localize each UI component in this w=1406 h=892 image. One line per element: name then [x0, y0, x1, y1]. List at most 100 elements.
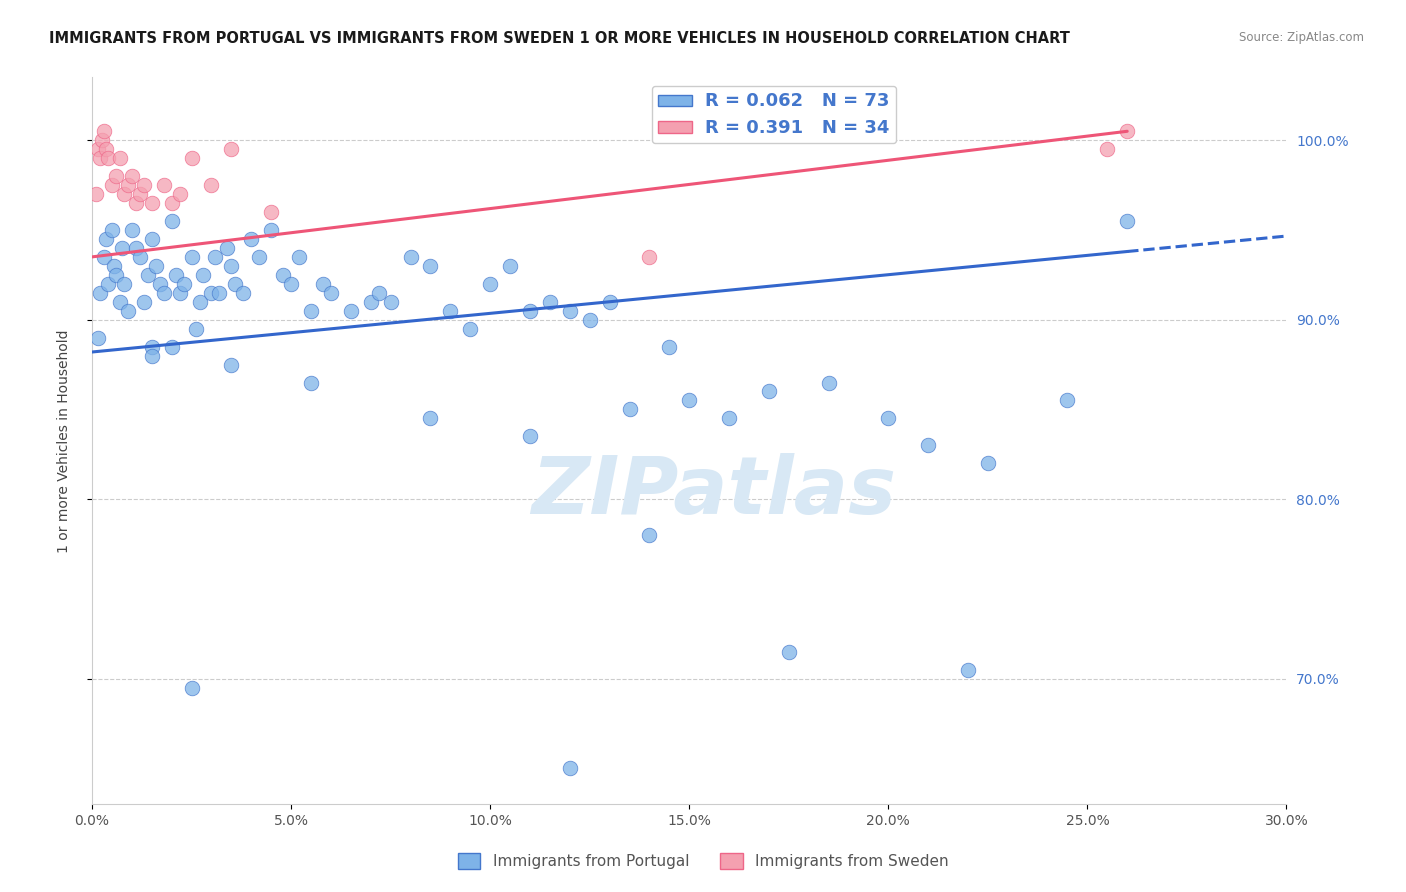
Point [193, 268, 215, 282]
Point [288, 250, 311, 264]
Point [160, 214, 183, 228]
Point [160, 196, 183, 211]
Point [578, 312, 600, 326]
Point [224, 277, 246, 291]
Point [221, 142, 243, 156]
Point [125, 241, 148, 255]
Point [479, 277, 502, 291]
Point [204, 250, 226, 264]
Point [299, 303, 322, 318]
Point [419, 411, 441, 425]
Point [136, 268, 159, 282]
Point [117, 178, 139, 193]
Point [360, 294, 382, 309]
Point [519, 429, 541, 443]
Point [125, 196, 148, 211]
Point [141, 196, 163, 211]
Point [658, 340, 681, 354]
Point [499, 259, 522, 273]
Point [221, 259, 243, 273]
Point [121, 223, 143, 237]
Y-axis label: 1 or more Vehicles in Household: 1 or more Vehicles in Household [58, 329, 72, 552]
Point [558, 761, 581, 775]
Point [173, 277, 195, 291]
Point [558, 303, 581, 318]
Point [260, 223, 283, 237]
Point [84, 187, 107, 202]
Point [145, 259, 167, 273]
Text: Source: ZipAtlas.com: Source: ZipAtlas.com [1239, 31, 1364, 45]
Point [678, 393, 700, 408]
Point [112, 277, 135, 291]
Point [87, 331, 110, 345]
Point [128, 187, 150, 202]
Point [280, 277, 302, 291]
Point [93, 124, 115, 138]
Point [299, 376, 322, 390]
Point [141, 349, 163, 363]
Point [319, 285, 342, 300]
Point [917, 438, 939, 452]
Point [180, 250, 202, 264]
Point [200, 285, 222, 300]
Point [399, 250, 422, 264]
Point [89, 285, 111, 300]
Point [439, 303, 461, 318]
Point [112, 187, 135, 202]
Point [758, 384, 780, 399]
Point [94, 232, 117, 246]
Point [1116, 124, 1139, 138]
Point [538, 294, 561, 309]
Point [247, 250, 270, 264]
Point [104, 268, 127, 282]
Point [111, 241, 134, 255]
Point [188, 294, 211, 309]
Legend: Immigrants from Portugal, Immigrants from Sweden: Immigrants from Portugal, Immigrants fro… [451, 847, 955, 875]
Point [977, 456, 1000, 470]
Text: ZIPatlas: ZIPatlas [530, 453, 896, 531]
Point [152, 285, 174, 300]
Point [165, 268, 187, 282]
Point [152, 178, 174, 193]
Point [97, 277, 120, 291]
Text: IMMIGRANTS FROM PORTUGAL VS IMMIGRANTS FROM SWEDEN 1 OR MORE VEHICLES IN HOUSEHO: IMMIGRANTS FROM PORTUGAL VS IMMIGRANTS F… [49, 31, 1070, 46]
Point [121, 169, 143, 183]
Point [108, 294, 131, 309]
Point [778, 645, 800, 659]
Point [169, 285, 191, 300]
Point [619, 402, 641, 417]
Point [519, 303, 541, 318]
Point [101, 178, 124, 193]
Point [1056, 393, 1078, 408]
Point [180, 681, 202, 695]
Point [141, 340, 163, 354]
Point [956, 663, 979, 677]
Point [221, 358, 243, 372]
Point [232, 285, 254, 300]
Point [108, 151, 131, 165]
Point [117, 303, 139, 318]
Point [271, 268, 294, 282]
Point [169, 187, 191, 202]
Point [104, 169, 127, 183]
Point [599, 294, 621, 309]
Point [1116, 214, 1139, 228]
Point [240, 232, 263, 246]
Point [128, 250, 150, 264]
Point [817, 376, 839, 390]
Point [200, 178, 222, 193]
Point [103, 259, 125, 273]
Point [91, 133, 114, 147]
Legend: R = 0.062   N = 73, R = 0.391   N = 34: R = 0.062 N = 73, R = 0.391 N = 34 [651, 86, 896, 144]
Point [101, 223, 124, 237]
Point [160, 340, 183, 354]
Point [217, 241, 239, 255]
Point [208, 285, 231, 300]
Point [419, 259, 441, 273]
Point [718, 411, 741, 425]
Point [1097, 142, 1119, 156]
Point [260, 205, 283, 219]
Point [312, 277, 335, 291]
Point [132, 178, 155, 193]
Point [877, 411, 900, 425]
